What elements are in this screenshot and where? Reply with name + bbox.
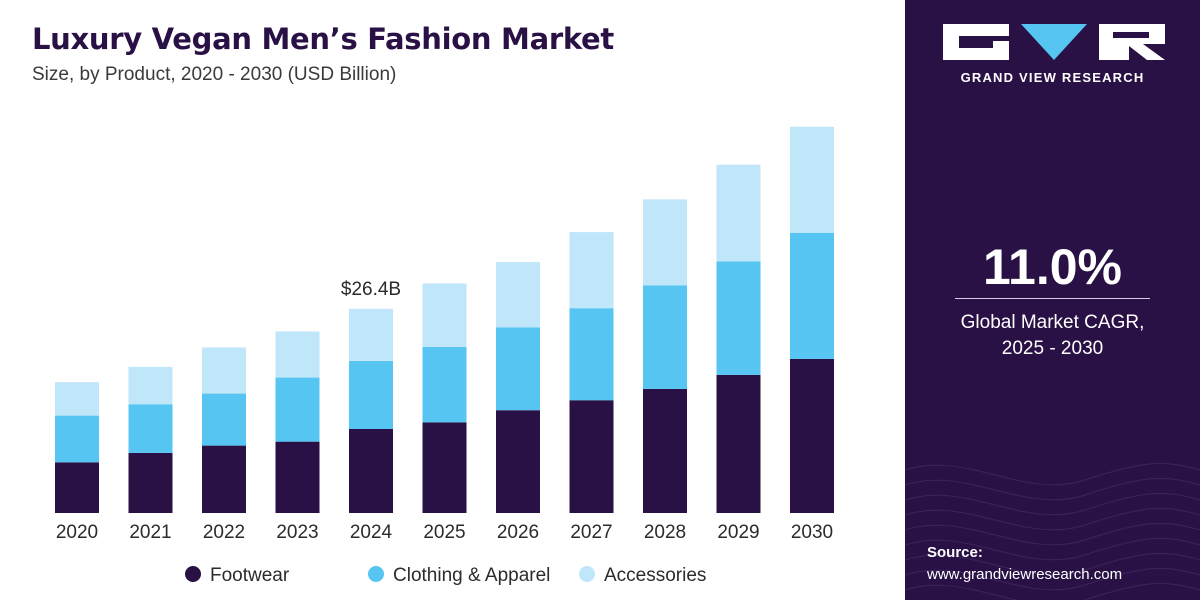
- bar-2030-footwear: [790, 358, 834, 513]
- bar-2029-accessories: [716, 164, 761, 262]
- bar-2022-accessories: [202, 347, 246, 394]
- sidebar-panel: GRAND VIEW RESEARCH 11.0% Global Market …: [905, 0, 1200, 600]
- cagr-label-line1: Global Market CAGR,: [960, 312, 1145, 333]
- bar-2026-accessories: [496, 262, 540, 328]
- bar-2028-accessories: [643, 199, 687, 286]
- x-tick-label-2022: 2022: [203, 522, 245, 543]
- bar-2022-footwear: [202, 445, 246, 513]
- bar-2025-clothing-apparel: [422, 346, 467, 423]
- bar-2025-footwear: [422, 422, 467, 513]
- chart-title: Luxury Vegan Men’s Fashion Market: [32, 22, 614, 56]
- bar-2024-accessories: [349, 308, 393, 361]
- x-tick-label-2024: 2024: [350, 522, 393, 543]
- legend-swatch-footwear: [185, 566, 201, 582]
- legend-label-clothing-apparel: Clothing & Apparel: [393, 565, 550, 586]
- bar-2024-footwear: [349, 428, 393, 513]
- bar-2020-clothing-apparel: [55, 415, 99, 463]
- x-tick-label-2023: 2023: [276, 522, 318, 543]
- bar-2021-footwear: [128, 452, 173, 513]
- legend-label-accessories: Accessories: [604, 565, 706, 586]
- bars-layer: [55, 126, 834, 513]
- source-label: Source:: [927, 544, 983, 561]
- x-tick-label-2027: 2027: [570, 522, 612, 543]
- bar-2027-accessories: [569, 232, 614, 309]
- legend-label-footwear: Footwear: [210, 565, 290, 586]
- legend-swatch-accessories: [579, 566, 595, 582]
- bar-2028-footwear: [643, 388, 687, 513]
- bar-2030-accessories: [790, 126, 834, 233]
- source-url[interactable]: www.grandviewresearch.com: [927, 566, 1123, 583]
- legend: Footwear Clothing & Apparel Accessories: [185, 565, 706, 586]
- legend-swatch-clothing-apparel: [368, 566, 384, 582]
- bar-2023-footwear: [275, 441, 320, 513]
- x-tick-labels: 2020 2021 2022 2023 2024 2025 2026 2027 2028 2029…: [56, 522, 833, 543]
- wave-pattern: [905, 463, 1200, 600]
- annotation-2024: $26.4B: [341, 279, 401, 300]
- x-tick-label-2020: 2020: [56, 522, 98, 543]
- bar-2027-footwear: [569, 400, 614, 513]
- bar-2021-clothing-apparel: [128, 404, 173, 453]
- cagr-value: 11.0%: [982, 239, 1122, 295]
- bar-2029-footwear: [716, 374, 761, 513]
- cagr-label-line2: 2025 - 2030: [1001, 338, 1104, 359]
- bar-2030-clothing-apparel: [790, 232, 834, 359]
- chart-subtitle: Size, by Product, 2020 - 2030 (USD Billi…: [32, 64, 397, 85]
- bar-2026-clothing-apparel: [496, 327, 540, 411]
- gvr-logo-icon: [943, 24, 1165, 60]
- stacked-bar-chart: 2020 2021 2022 2023 2024 2025 2026 2027 2028 2029…: [55, 126, 834, 586]
- bar-2020-accessories: [55, 382, 99, 416]
- x-tick-label-2028: 2028: [644, 522, 686, 543]
- x-tick-label-2030: 2030: [791, 522, 833, 543]
- bar-2023-accessories: [275, 331, 320, 378]
- bar-2027-clothing-apparel: [569, 308, 614, 401]
- bar-2023-clothing-apparel: [275, 377, 320, 442]
- x-tick-label-2026: 2026: [497, 522, 539, 543]
- bar-2024-clothing-apparel: [349, 360, 393, 429]
- bar-2021-accessories: [128, 366, 173, 405]
- x-tick-label-2025: 2025: [423, 522, 465, 543]
- annotations: $26.4B: [341, 279, 401, 300]
- bar-2022-clothing-apparel: [202, 393, 246, 446]
- cagr-label: Global Market CAGR, 2025 - 2030: [905, 310, 1200, 362]
- x-tick-label-2029: 2029: [717, 522, 759, 543]
- chart-area: Luxury Vegan Men’s Fashion Market Size, …: [32, 22, 834, 586]
- bar-2026-footwear: [496, 410, 540, 513]
- bar-2025-accessories: [422, 283, 467, 347]
- cagr-divider: [955, 298, 1150, 299]
- x-tick-label-2021: 2021: [129, 522, 171, 543]
- bar-2028-clothing-apparel: [643, 285, 687, 389]
- bar-2020-footwear: [55, 462, 99, 513]
- brand-name: GRAND VIEW RESEARCH: [960, 70, 1145, 85]
- bar-2029-clothing-apparel: [716, 261, 761, 375]
